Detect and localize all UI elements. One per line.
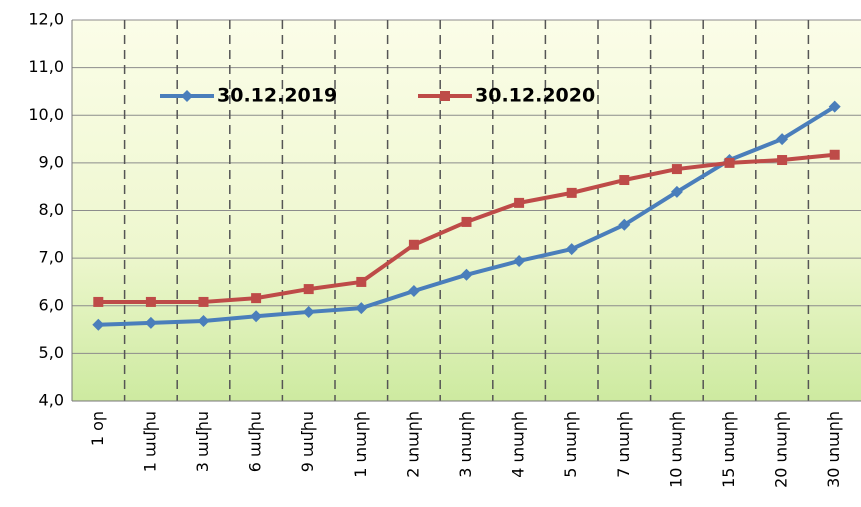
x-tick-label: 6 ամիս: [246, 411, 265, 472]
x-tick-label: 1 ամիս: [140, 411, 159, 472]
x-tick-label: 1 տարի: [351, 411, 370, 478]
marker: [670, 185, 683, 198]
y-tick-label: 8,0: [39, 200, 64, 219]
marker: [408, 239, 419, 250]
marker: [251, 293, 262, 304]
marker: [461, 216, 472, 227]
x-tick-label: 20 տարի: [772, 411, 791, 488]
marker: [356, 276, 367, 287]
marker: [460, 268, 473, 281]
x-tick-label: 1 օր: [88, 411, 107, 446]
marker: [777, 155, 788, 166]
x-tick-label: 15 տարի: [719, 411, 738, 488]
legend-label: 30.12.2020: [475, 85, 595, 107]
x-tick-label: 10 տարի: [666, 411, 685, 488]
marker: [197, 314, 210, 327]
y-tick-label: 6,0: [39, 295, 64, 314]
x-tick-label: 5 տարի: [561, 411, 580, 478]
x-tick-label: 7 տարի: [614, 411, 633, 478]
x-tick-label: 4 տարի: [509, 411, 528, 478]
marker: [829, 149, 840, 160]
x-tick-label: 2 տարի: [403, 411, 422, 478]
marker: [618, 218, 631, 231]
marker: [565, 243, 578, 256]
y-tick-label: 4,0: [39, 391, 64, 410]
y-tick-label: 11,0: [28, 57, 64, 76]
y-tick-label: 9,0: [39, 152, 64, 171]
marker: [198, 296, 209, 307]
x-tick-label: 30 տարի: [824, 411, 843, 488]
marker: [513, 254, 526, 267]
marker: [619, 175, 630, 186]
marker: [144, 316, 157, 329]
y-tick-label: 10,0: [28, 105, 64, 124]
marker: [303, 284, 314, 295]
marker: [776, 133, 789, 146]
marker: [407, 284, 420, 297]
marker: [355, 302, 368, 315]
marker: [514, 197, 525, 208]
y-tick-label: 12,0: [28, 10, 64, 29]
legend-label: 30.12.2019: [217, 85, 337, 107]
legend-marker: [440, 91, 450, 101]
marker: [302, 305, 315, 318]
marker: [145, 296, 156, 307]
y-tick-label: 5,0: [39, 343, 64, 362]
marker: [828, 100, 841, 113]
marker: [250, 310, 263, 323]
marker: [724, 157, 735, 168]
marker: [93, 296, 104, 307]
y-tick-label: 7,0: [39, 248, 64, 267]
x-tick-label: 3 տարի: [456, 411, 475, 478]
x-tick-label: 3 ամիս: [193, 411, 212, 472]
marker: [92, 318, 105, 331]
x-tick-label: 9 ամիս: [298, 411, 317, 472]
legend-marker: [181, 90, 193, 102]
marker: [671, 164, 682, 175]
marker: [566, 187, 577, 198]
